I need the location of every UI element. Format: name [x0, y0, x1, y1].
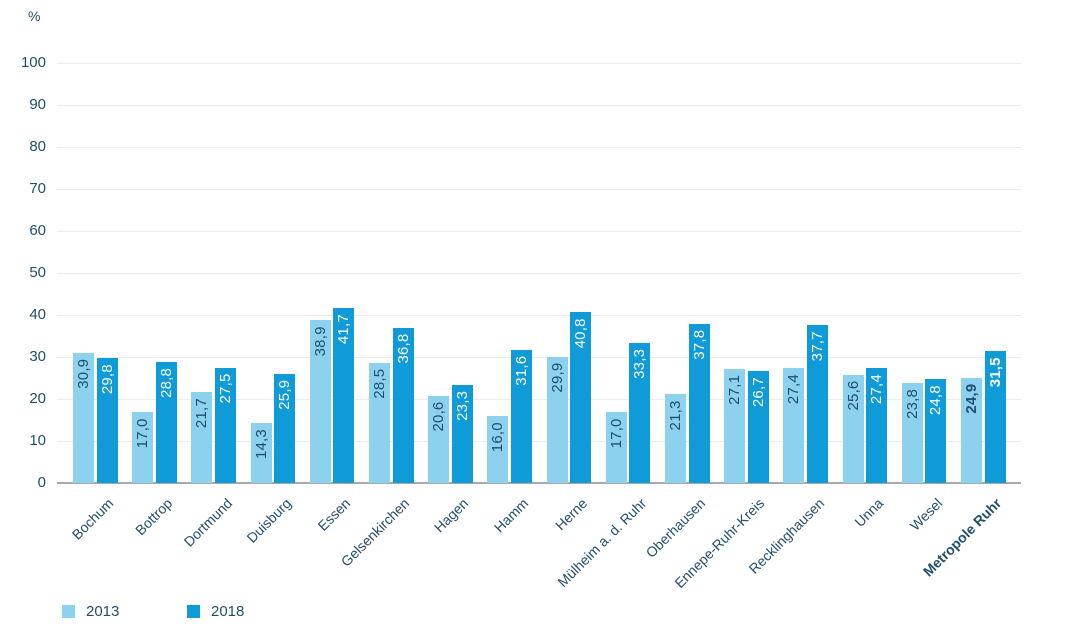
y-tick-label: 30	[29, 348, 46, 365]
bar-2018: 27,5	[214, 367, 236, 483]
legend-label: 2013	[86, 603, 120, 620]
bar-value-label: 33,3	[631, 349, 649, 380]
bar-value-label: 25,6	[844, 381, 862, 412]
bar-value-label: 30,9	[75, 359, 92, 390]
bar-2013: 14,3	[250, 422, 272, 483]
bar-2013: 16,0	[487, 415, 509, 483]
bar-value-label: 40,8	[572, 317, 590, 348]
bar-value-label: 31,5	[986, 356, 1004, 387]
bar-value-label: 14,3	[252, 428, 270, 459]
bar-value-label: 29,8	[98, 363, 116, 394]
y-tick-label: 70	[29, 180, 46, 197]
bar-2013: 38,9	[309, 319, 331, 483]
bar-value-label: 26,7	[749, 376, 767, 407]
gridline	[57, 273, 1021, 274]
bar-value-label: 38,9	[311, 325, 329, 356]
bar-value-label: 37,7	[808, 330, 826, 361]
bar-2018: 36,8	[392, 328, 414, 483]
bar-value-label: 27,4	[785, 373, 803, 404]
gridline	[57, 399, 1021, 400]
bar-value-label: 27,4	[868, 373, 886, 404]
bar-value-label: 37,8	[690, 330, 708, 361]
bar-2018: 41,7	[333, 307, 355, 483]
x-axis-line	[57, 482, 1021, 484]
bar-2013: 23,8	[901, 383, 923, 483]
bar-2013: 21,7	[191, 391, 213, 483]
legend-item: 2018	[187, 604, 312, 619]
bar-value-label: 31,6	[512, 356, 530, 387]
y-tick-label: 40	[29, 306, 46, 323]
y-tick-label: 90	[29, 96, 46, 113]
bar-2013: 27,4	[783, 367, 805, 483]
bar-value-label: 29,9	[548, 363, 566, 394]
y-tick-label: 0	[37, 474, 46, 491]
bar-2018: 31,6	[510, 350, 532, 483]
bar-value-label: 28,5	[371, 369, 388, 400]
gridline	[57, 315, 1021, 316]
gridline	[57, 231, 1021, 232]
bar-2013: 25,6	[842, 375, 864, 483]
bar-value-label: 36,8	[394, 334, 412, 365]
legend-label: 2018	[211, 603, 245, 620]
bar-2013: 17,0	[605, 411, 627, 483]
bar-value-label: 20,6	[430, 402, 448, 433]
legend-swatch	[187, 605, 200, 618]
bar-value-label: 25,9	[276, 380, 294, 411]
gridline	[57, 63, 1021, 64]
bar-2018: 26,7	[747, 370, 769, 483]
bar-2018: 31,5	[984, 350, 1006, 483]
bar-value-label: 21,7	[193, 397, 211, 428]
bar-value-label: 27,1	[726, 375, 744, 406]
gridline	[57, 357, 1021, 358]
bar-2013: 29,9	[546, 357, 568, 483]
bar-2018: 37,7	[806, 324, 828, 483]
bar-value-label: 24,9	[963, 384, 980, 415]
bar-2018: 25,9	[274, 374, 296, 483]
legend: 2013 2018	[62, 604, 312, 619]
y-tick-label: 60	[29, 222, 46, 239]
bar-2013: 28,5	[369, 363, 390, 483]
bar-2018: 24,8	[925, 378, 947, 483]
bar-2013: 21,3	[665, 393, 686, 483]
y-tick-label: 50	[29, 264, 46, 281]
gridline	[57, 147, 1021, 148]
bar-value-label: 27,5	[216, 373, 234, 404]
bar-value-label: 16,0	[489, 421, 507, 452]
y-tick-label: 20	[29, 390, 46, 407]
bar-2018: 29,8	[96, 357, 118, 483]
bar-2013: 30,9	[73, 353, 94, 483]
gridline	[57, 189, 1021, 190]
y-tick-label: 80	[29, 138, 46, 155]
bar-2018: 40,8	[570, 311, 592, 483]
bar-value-label: 24,8	[927, 384, 945, 415]
bar-value-label: 28,8	[157, 368, 175, 399]
legend-swatch	[62, 605, 75, 618]
bar-value-label: 21,3	[667, 399, 684, 430]
y-tick-label: 10	[29, 432, 46, 449]
legend-item: 2013	[62, 604, 187, 619]
bar-2018: 33,3	[629, 343, 651, 483]
bar-value-label: 17,0	[607, 417, 625, 448]
y-tick-label: 100	[20, 54, 46, 71]
bar-value-label: 23,8	[903, 389, 921, 420]
bar-value-label: 41,7	[335, 313, 353, 344]
gridline	[57, 441, 1021, 442]
y-axis-unit-label: %	[28, 8, 41, 24]
bar-value-label: 17,0	[134, 417, 152, 448]
bar-value-label: 23,3	[453, 391, 471, 422]
bar-2018: 27,4	[866, 367, 888, 483]
bar-2018: 23,3	[451, 385, 473, 483]
bar-2018: 28,8	[155, 362, 177, 483]
bar-2013: 27,1	[724, 369, 746, 483]
bar-2013: 17,0	[132, 411, 154, 483]
bar-2013: 20,6	[428, 396, 450, 483]
bar-2018: 37,8	[688, 324, 710, 483]
bar-2013: 24,9	[961, 378, 982, 483]
gridline	[57, 105, 1021, 106]
